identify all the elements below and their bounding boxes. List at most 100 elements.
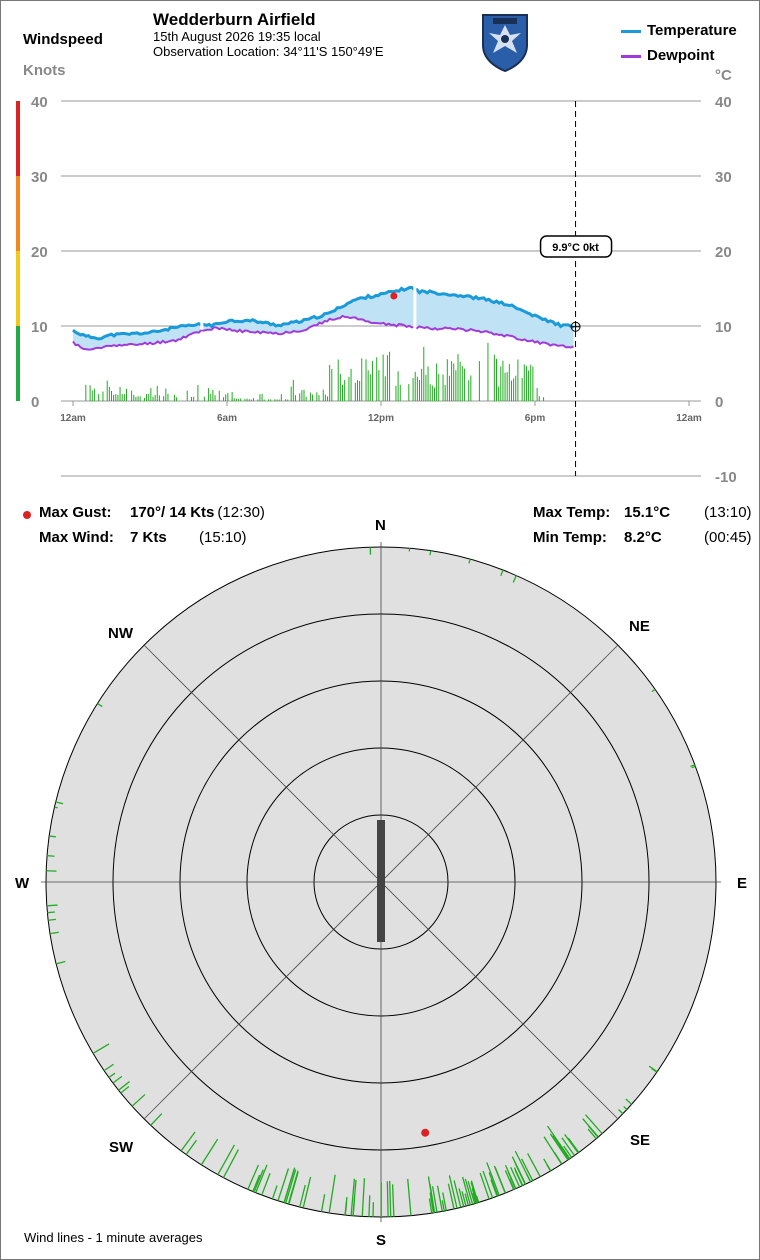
rose-wind-line xyxy=(475,1195,480,1203)
temp-tick-label: 0 xyxy=(715,394,723,411)
max-wind-label: Max Wind: xyxy=(39,529,114,546)
rose-spoke xyxy=(380,644,619,883)
rose-wind-line xyxy=(352,1198,356,1216)
min-temp-value: 8.2°C xyxy=(624,529,662,546)
rose-wind-line xyxy=(552,1135,570,1160)
temp-tick-label: 30 xyxy=(715,169,732,186)
rose-wind-line xyxy=(479,1172,490,1200)
data-gap xyxy=(413,284,417,330)
rose-wind-line xyxy=(222,1149,239,1178)
rose-wind-line xyxy=(428,1198,433,1214)
rose-wind-line xyxy=(467,1181,476,1204)
rose-wind-line xyxy=(49,835,57,838)
rose-wind-line xyxy=(521,1158,534,1181)
min-temp-label: Min Temp: xyxy=(533,529,607,546)
rose-wind-line xyxy=(448,1175,458,1209)
wind-scale-segment xyxy=(16,326,20,401)
rose-wind-line xyxy=(493,1165,506,1194)
rose-wind-line xyxy=(255,1164,268,1193)
rose-wind-line xyxy=(217,1144,235,1175)
min-temp-value-row: 8.2°C xyxy=(624,529,662,546)
compass-se: SE xyxy=(630,1132,651,1149)
footer-note: Wind lines - 1 minute averages xyxy=(24,1230,203,1245)
wind-tick-label: 10 xyxy=(31,319,48,336)
rose-wind-line xyxy=(468,558,471,564)
rose-wind-line xyxy=(185,1139,197,1155)
rose-wind-line xyxy=(510,1166,521,1188)
rose-wind-line xyxy=(253,1169,264,1193)
rose-wind-line xyxy=(500,569,504,577)
rose-wind-line xyxy=(525,1173,532,1183)
rose-wind-line xyxy=(285,1169,297,1204)
min-temp-stat: Min Temp: xyxy=(533,529,607,546)
rose-wind-line xyxy=(471,1188,478,1204)
rose-gust-point xyxy=(421,1128,430,1137)
rose-wind-line xyxy=(585,1114,603,1135)
rose-wind-line xyxy=(512,575,517,583)
compass-ne: NE xyxy=(629,618,650,635)
rose-wind-line xyxy=(344,1197,348,1216)
wind-scale-segment xyxy=(16,176,20,251)
rose-wind-line xyxy=(461,1176,471,1206)
compass-sw: SW xyxy=(109,1139,134,1156)
max-temp-value-row: 15.1°C xyxy=(624,504,670,521)
rose-wind-line xyxy=(690,764,696,768)
rose-wind-line xyxy=(131,1094,146,1107)
observation-datetime: 15th August 2026 19:35 local xyxy=(153,29,321,44)
rose-wind-line xyxy=(490,1179,498,1197)
wind-tick-label: 20 xyxy=(31,244,48,261)
rose-wind-line xyxy=(386,1181,389,1217)
rose-wind-line xyxy=(391,1184,395,1217)
wind-tick-label: 40 xyxy=(31,94,48,111)
max-temp-stat: Max Temp: xyxy=(533,504,610,521)
temperature-line xyxy=(72,285,575,341)
rose-wind-line xyxy=(442,1192,447,1211)
temp-tick-label: 40 xyxy=(715,94,732,111)
rose-wind-line xyxy=(112,1075,123,1084)
temp-tick-label: 10 xyxy=(715,319,732,336)
rose-wind-line xyxy=(302,1176,312,1208)
temp-dewpoint-fill xyxy=(73,287,574,350)
club-logo-emblem xyxy=(482,14,528,73)
max-gust-time: (12:30) xyxy=(217,504,265,521)
temperature-swatch xyxy=(621,29,641,33)
rose-wind-line xyxy=(651,688,656,693)
rose-wind-line xyxy=(546,1164,552,1172)
rose-wind-line xyxy=(361,1178,366,1217)
rose-wind-line xyxy=(271,1185,278,1200)
data-gap xyxy=(200,284,204,330)
max-wind-value: 7 Kts xyxy=(130,529,167,546)
rose-wind-line xyxy=(561,1137,575,1156)
temp-tick-label: 20 xyxy=(715,244,732,261)
rose-wind-line xyxy=(482,1170,494,1199)
rose-wind-line xyxy=(200,1138,219,1166)
rose-wind-line xyxy=(453,1180,462,1208)
rose-wind-line xyxy=(436,1185,443,1212)
x-tick-label: 6am xyxy=(217,413,237,424)
rose-wind-line xyxy=(429,1183,436,1213)
rose-wind-line xyxy=(180,1131,196,1152)
x-tick-label: 12pm xyxy=(368,413,394,424)
rose-wind-line xyxy=(527,1153,541,1178)
rose-wind-line xyxy=(508,1178,515,1190)
rose-wind-line xyxy=(247,1164,260,1190)
x-tick-label: 6pm xyxy=(525,413,546,424)
rose-spoke xyxy=(143,881,382,1120)
rose-wind-line xyxy=(553,1151,563,1165)
max-gust-stat: Max Gust: xyxy=(39,504,112,521)
rose-wind-line xyxy=(651,1067,658,1073)
rose-wind-line xyxy=(513,1161,527,1185)
rose-wind-line xyxy=(118,1081,130,1091)
cursor-point xyxy=(570,321,581,332)
wind-tick-label: 0 xyxy=(31,394,39,411)
rose-wind-line xyxy=(350,1178,356,1216)
compass-nw: NW xyxy=(108,625,133,642)
rose-wind-line xyxy=(429,1192,435,1213)
max-temp-time: (13:10) xyxy=(704,504,752,521)
rose-wind-line xyxy=(103,1063,114,1072)
rose-wind-line xyxy=(618,1109,624,1115)
rose-spoke xyxy=(143,644,382,883)
rose-wind-line xyxy=(283,1167,296,1203)
wind-scale-segment xyxy=(16,101,20,176)
